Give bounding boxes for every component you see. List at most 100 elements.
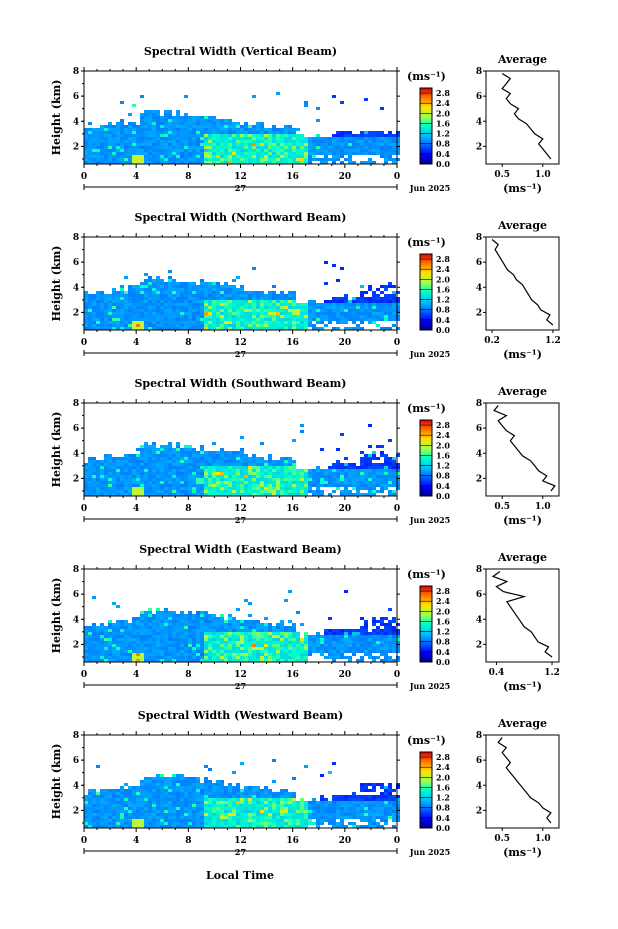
heatmap-cell: [192, 140, 196, 143]
heatmap-cell: [160, 134, 164, 137]
heatmap-cell: [156, 113, 160, 116]
heatmap-cell: [232, 484, 236, 487]
heatmap-cell: [204, 116, 208, 119]
heatmap-cell: [148, 137, 152, 140]
heatmap-cell: [360, 484, 364, 487]
heatmap-cell: [116, 825, 120, 828]
heatmap-cell: [172, 122, 176, 125]
heatmap-cell: [292, 149, 296, 152]
heatmap-cell: [176, 152, 180, 155]
heatmap-cell: [228, 487, 232, 490]
heatmap-cell: [212, 297, 216, 300]
heatmap-cell: [388, 303, 392, 306]
heatmap-cell: [148, 635, 152, 638]
heatmap-cell: [156, 152, 160, 155]
heatmap-cell: [320, 309, 324, 312]
heatmap-cell: [204, 143, 208, 146]
heatmap-cell: [160, 300, 164, 303]
heatmap-cell: [280, 324, 284, 327]
heatmap-cell: [96, 472, 100, 475]
heatmap-cell: [84, 146, 88, 149]
heatmap-cell: [132, 632, 136, 635]
heatmap-cell: [244, 137, 248, 140]
heatmap-cell: [108, 632, 112, 635]
heatmap-cell: [100, 309, 104, 312]
panel-1: Spectral Width (Northward Beam)2468Heigh…: [50, 211, 561, 361]
heatmap-cell: [140, 635, 144, 638]
heatmap-cell: [172, 291, 176, 294]
heatmap-cell: [108, 650, 112, 653]
heatmap-cell: [336, 656, 340, 659]
heatmap-cell: [144, 822, 148, 825]
heatmap-cell: [384, 638, 388, 641]
heatmap-cell: [280, 656, 284, 659]
heatmap-cell: [320, 448, 324, 451]
heatmap-cell: [168, 282, 172, 285]
heatmap-cell: [256, 650, 260, 653]
heatmap-cell: [368, 309, 372, 312]
heatmap-cell: [368, 424, 372, 427]
heatmap-cell: [348, 490, 352, 493]
heatmap-cell: [188, 288, 192, 291]
heatmap-cell: [192, 614, 196, 617]
heatmap-cell: [188, 644, 192, 647]
heatmap-cell: [148, 780, 152, 783]
heatmap-cell: [172, 119, 176, 122]
heatmap-cell: [376, 466, 380, 469]
heatmap-cell: [280, 469, 284, 472]
heatmap-cell: [160, 454, 164, 457]
heatmap-cell: [196, 149, 200, 152]
heatmap-cell: [296, 472, 300, 475]
heatmap-cell: [132, 786, 136, 789]
heatmap-cell: [100, 460, 104, 463]
heatmap-cell: [208, 614, 212, 617]
heatmap-cell: [292, 140, 296, 143]
heatmap-cell: [168, 635, 172, 638]
heatmap-cell: [148, 626, 152, 629]
heatmap-cell: [392, 620, 396, 623]
heatmap-cell: [164, 152, 168, 155]
heatmap-cell: [100, 324, 104, 327]
heatmap-cell: [112, 152, 116, 155]
heatmap-cell: [356, 140, 360, 143]
heatmap-cell: [168, 300, 172, 303]
heatmap-cell: [172, 128, 176, 131]
heatmap-cell: [112, 288, 116, 291]
heatmap-cell: [212, 294, 216, 297]
heatmap-cell: [172, 137, 176, 140]
heatmap-cell: [396, 152, 400, 155]
heatmap-cell: [180, 119, 184, 122]
heatmap-cell: [156, 119, 160, 122]
heatmap-cell: [388, 493, 392, 496]
heatmap-cell: [368, 472, 372, 475]
heatmap-cell: [116, 659, 120, 662]
heatmap-cell: [344, 650, 348, 653]
heatmap-cell: [172, 659, 176, 662]
heatmap-cell: [172, 315, 176, 318]
heatmap-cell: [392, 318, 396, 321]
heatmap-cell: [192, 641, 196, 644]
heatmap-cell: [128, 810, 132, 813]
heatmap-cells: [84, 92, 400, 164]
heatmap-cell: [136, 125, 140, 128]
heatmap-cell: [252, 484, 256, 487]
heatmap-cell: [236, 149, 240, 152]
heatmap-cell: [220, 629, 224, 632]
heatmap-cell: [344, 294, 348, 297]
heatmap-cell: [272, 629, 276, 632]
heatmap-cell: [244, 149, 248, 152]
heatmap-cell: [276, 650, 280, 653]
heatmap-cell: [296, 324, 300, 327]
heatmap-cell: [144, 309, 148, 312]
heatmap-cell: [88, 312, 92, 315]
heatmap-cell: [216, 478, 220, 481]
heatmap-cell: [196, 466, 200, 469]
heatmap-cell: [324, 300, 328, 303]
heatmap-cell: [292, 303, 296, 306]
heatmap-cell: [252, 635, 256, 638]
heatmap-cell: [344, 644, 348, 647]
heatmap-cell: [116, 321, 120, 324]
heatmap-cell: [88, 638, 92, 641]
heatmap-cell: [156, 659, 160, 662]
heatmap-cell: [392, 315, 396, 318]
